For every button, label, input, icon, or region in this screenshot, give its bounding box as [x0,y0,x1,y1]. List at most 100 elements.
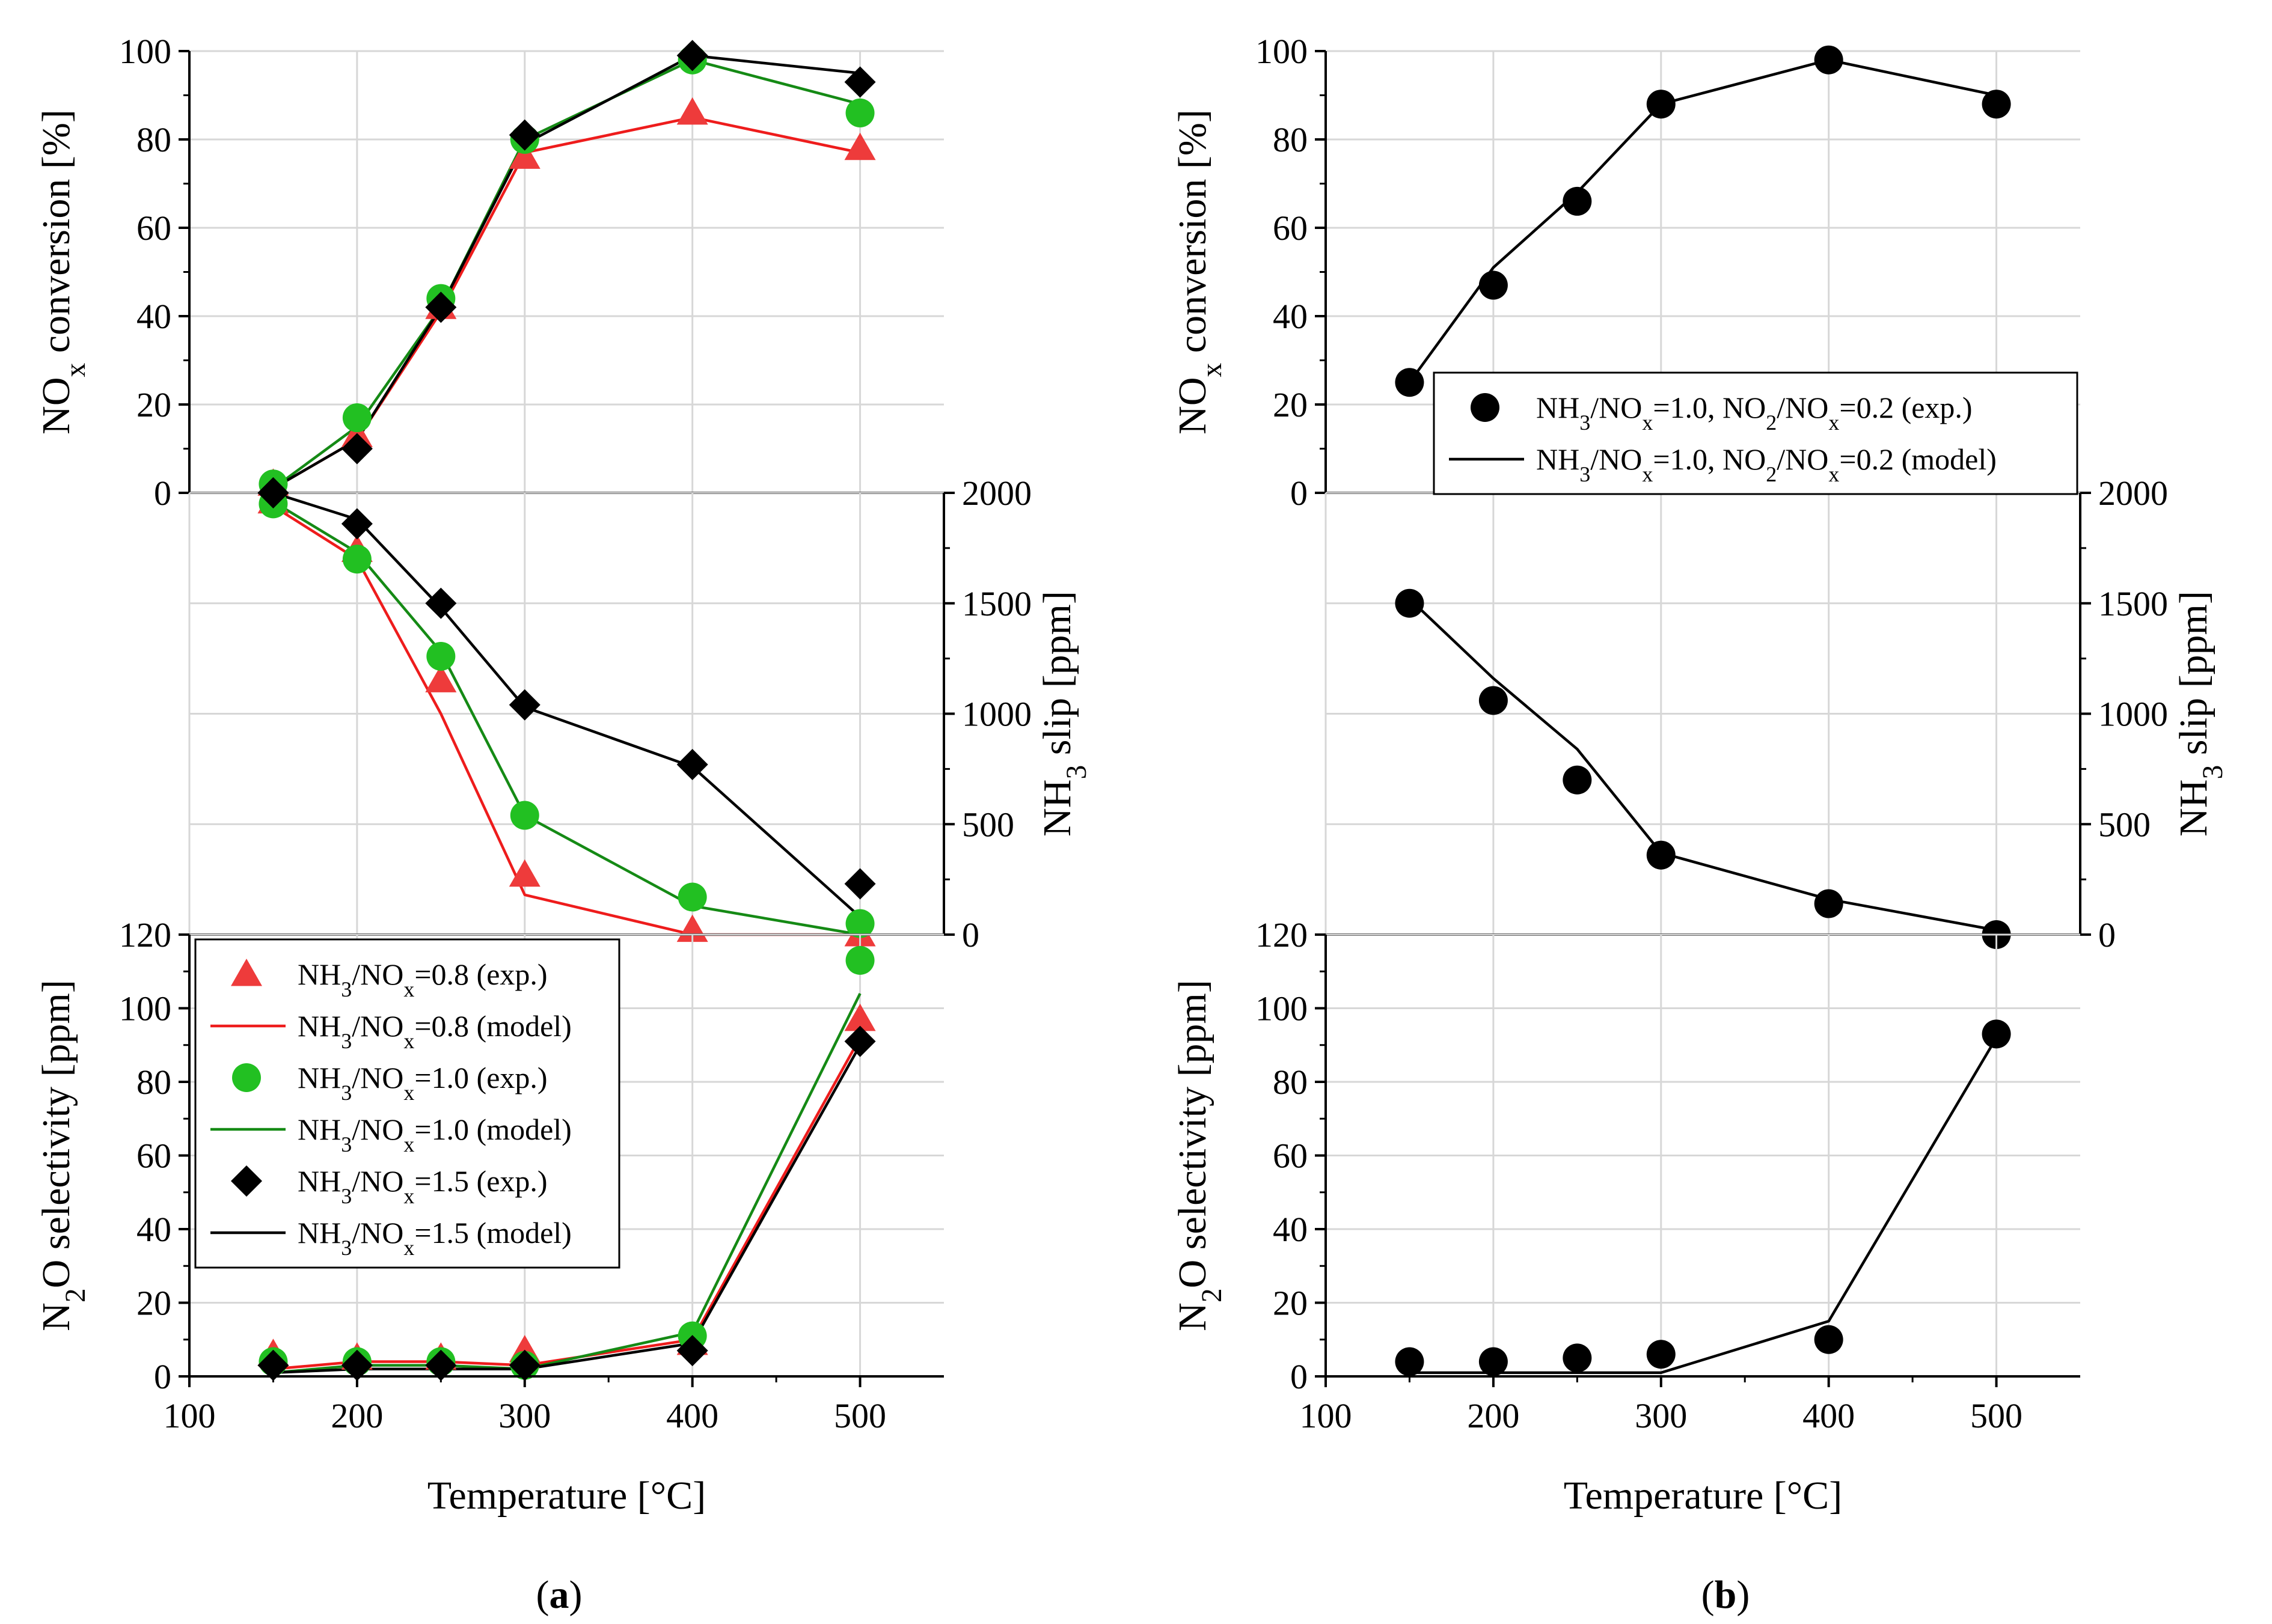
y-tick-label: 100 [1255,32,1308,71]
data-point [1646,90,1676,119]
data-point [509,689,540,721]
y-tick-label: 1500 [2098,584,2168,623]
legend-entry: NH3/NOx=0.8 (model) [210,1009,572,1053]
x-axis-label: Temperature [°C] [1564,1474,1842,1518]
data-point [844,1003,876,1031]
data-point [676,97,708,125]
data-point [342,403,372,433]
y-tick-label: 80 [1273,1063,1308,1102]
data-point [1395,1347,1424,1376]
x-tick-label: 300 [1635,1396,1687,1435]
legend-entry: NH3/NOx=1.0, NO2/NOx=0.2 (model) [1449,442,1997,486]
data-point [341,1349,373,1381]
data-point [1563,765,1592,795]
y-tick-label: 80 [1273,120,1308,159]
legend-label: NH3/NOx=1.0 (exp.) [298,1061,548,1105]
y-tick-label: 0 [2098,915,2116,954]
legend-entry: NH3/NOx=1.5 (model) [210,1216,572,1260]
data-point [1814,45,1843,75]
series-line [272,491,862,918]
y-tick-label: 80 [136,1063,171,1102]
data-point [257,1349,289,1381]
data-point [678,882,707,912]
y-tick-label: 0 [962,915,979,954]
data-point [1395,588,1424,618]
data-point [342,545,372,574]
series-line [1408,597,1997,932]
series-line [1409,1037,1998,1375]
data-point [425,292,457,323]
x-tick-label: 200 [1467,1396,1519,1435]
data-point [1982,1019,2011,1049]
data-point [1563,186,1592,216]
data-point [844,132,876,160]
panel-label: (a) [536,1573,583,1617]
data-point [1646,840,1676,870]
data-point [425,665,457,692]
legend-label: NH3/NOx=0.8 (exp.) [298,957,548,1001]
data-point [844,868,876,900]
legend-label: NH3/NOx=1.5 (exp.) [298,1164,548,1208]
legend-entry: NH3/NOx=1.0, NO2/NOx=0.2 (exp.) [1471,391,1973,435]
y-axis-label: NH3 slip [ppm] [1035,591,1092,837]
data-point [341,433,373,465]
legend-label: NH3/NOx=1.5 (model) [298,1216,572,1260]
y-tick-label: 1500 [962,584,1032,623]
y-tick-label: 2000 [962,474,1032,513]
x-tick-label: 500 [834,1396,886,1435]
y-tick-label: 20 [1273,1284,1308,1323]
data-point [844,1025,876,1057]
y-tick-label: 60 [1273,209,1308,248]
y-tick-label: 0 [1290,474,1308,513]
y-tick-label: 0 [154,1357,171,1396]
y-tick-label: 20 [1273,385,1308,424]
legend-marker [231,1165,262,1197]
data-point [257,477,289,508]
legend: NH3/NOx=1.0, NO2/NOx=0.2 (exp.) NH3/NOx=1… [1433,371,2078,495]
y-axis-label: N2O selectivity [ppm] [1171,980,1228,1331]
legend-label: NH3/NOx=0.8 (model) [298,1009,572,1053]
data-point [845,909,875,938]
data-point [1814,889,1843,918]
subplot-n2o: 0 20 40 60 80 100 120 N2O selectivity [ppm] [1171,915,2080,1396]
subplot-nh3: 0 500 1000 1500 2000 NH3 slip [ppm] [188,474,1092,954]
y-tick-label: 120 [1255,915,1308,954]
y-axis-label: NOx conversion [%] [1171,109,1228,435]
subplot-nox: 0 20 40 60 80 100 NOx conversion [%] [34,32,944,513]
y-tick-label: 100 [119,989,171,1028]
data-point [844,66,876,98]
y-tick-label: 0 [154,474,171,513]
y-tick-label: 80 [136,120,171,159]
y-tick-label: 1000 [2098,695,2168,734]
data-point [1478,1347,1508,1376]
legend-box [1433,371,2078,495]
data-point [1478,270,1508,300]
data-point [509,859,540,887]
y-tick-label: 120 [119,915,171,954]
y-tick-label: 100 [1255,989,1308,1028]
x-tick-label: 300 [498,1396,551,1435]
data-point [425,1349,457,1381]
x-tick-label: 400 [1802,1396,1855,1435]
y-tick-label: 20 [136,1284,171,1323]
data-point [341,508,373,540]
legend-label: NH3/NOx=1.0, NO2/NOx=0.2 (exp.) [1536,391,1973,435]
data-point [1814,1325,1843,1354]
y-axis-label: N2O selectivity [ppm] [34,980,91,1331]
series-line [1408,58,1997,383]
legend-label: NH3/NOx=1.0, NO2/NOx=0.2 (model) [1536,442,1997,486]
x-axis-label: Temperature [°C] [427,1474,706,1518]
legend-entry: NH3/NOx=1.5 (exp.) [231,1164,548,1208]
x-tick-label: 400 [666,1396,718,1435]
data-point [510,801,539,830]
data-point [509,1349,540,1381]
data-point [1563,1343,1592,1373]
x-tick-label: 100 [164,1396,216,1435]
data-point [676,1335,708,1367]
legend-marker [1471,393,1499,422]
legend-box [194,938,620,1269]
data-point [509,141,540,169]
y-axis-label: NH3 slip [ppm] [2172,591,2229,837]
y-tick-label: 60 [136,1137,171,1176]
